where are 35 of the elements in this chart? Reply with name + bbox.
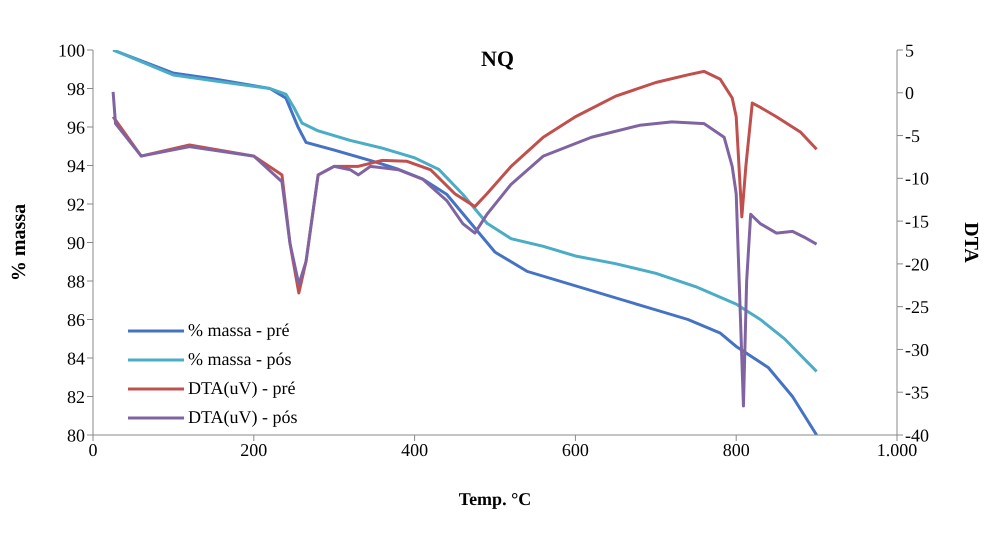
y2-tick-label: 5 xyxy=(905,40,914,60)
y2-tick-label: -15 xyxy=(905,212,929,232)
line-series xyxy=(112,50,818,373)
y2-tick-label: -10 xyxy=(905,168,929,189)
y2-tick-label: -20 xyxy=(905,254,929,274)
y2-tick-label: -35 xyxy=(905,382,929,403)
y-tick-label: 92 xyxy=(67,194,85,214)
x-tick-label: 400 xyxy=(401,440,428,460)
y2-tick-label: 0 xyxy=(905,83,914,104)
legend-label: DTA(uV) - pré xyxy=(188,378,296,399)
x-tick-label: 800 xyxy=(722,440,750,460)
y-axis-title: % massa xyxy=(8,204,30,282)
chart-title: NQ xyxy=(481,46,514,71)
y2-axis-title: DTA xyxy=(960,222,982,264)
y-tick-label: 86 xyxy=(67,310,85,330)
legend-label: DTA(uV) - pós xyxy=(188,407,298,428)
y-tick-label: 94 xyxy=(67,156,85,176)
legend-label: % massa - pré xyxy=(188,320,290,341)
y-tick-label: 90 xyxy=(67,232,85,253)
legend-label: % massa - pós xyxy=(188,349,292,370)
y-tick-label: 88 xyxy=(67,271,85,292)
y2-tick-label: -25 xyxy=(905,297,929,318)
x-tick-label: 0 xyxy=(88,440,98,460)
y-tick-label: 82 xyxy=(67,386,85,407)
x-tick-label: 200 xyxy=(240,440,268,460)
x-axis-title: Temp. °C xyxy=(458,489,532,509)
y-tick-label: 84 xyxy=(67,348,85,368)
y-tick-label: 80 xyxy=(67,425,85,446)
y2-tick-label: -30 xyxy=(905,340,929,360)
y-tick-label: 100 xyxy=(58,40,85,60)
y-tick-label: 96 xyxy=(67,117,85,138)
line-series xyxy=(112,90,818,408)
y-tick-label: 98 xyxy=(67,78,85,99)
y2-tick-label: -5 xyxy=(905,126,920,146)
x-tick-label: 600 xyxy=(562,440,589,460)
